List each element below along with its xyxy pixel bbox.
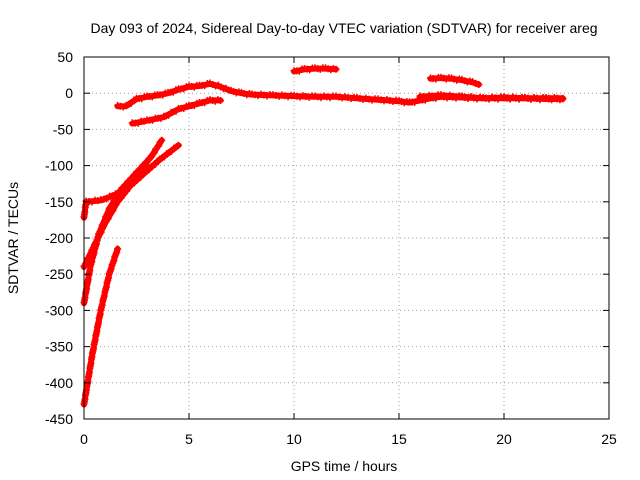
chart-title: Day 093 of 2024, Sidereal Day-to-day VTE… <box>90 20 597 36</box>
data-point <box>217 96 224 104</box>
series-track-8 <box>427 73 483 89</box>
y-axis-label: SDTVAR / TECUs <box>5 182 21 294</box>
y-tick-label: -350 <box>45 339 73 355</box>
series-track-3 <box>80 141 182 270</box>
data-point <box>114 245 122 253</box>
data-point <box>89 244 97 252</box>
data-point <box>87 250 95 258</box>
y-tick-label: -200 <box>45 230 73 246</box>
y-tick-label: -250 <box>45 266 73 282</box>
y-tick-label: -50 <box>53 121 73 137</box>
data-series <box>80 64 567 408</box>
data-point <box>153 143 161 151</box>
y-tick-label: -400 <box>45 375 73 391</box>
data-point <box>472 79 480 87</box>
y-tick-label: -150 <box>45 194 73 210</box>
data-point <box>109 207 117 215</box>
series-track-7 <box>290 64 340 75</box>
y-tick-label: -300 <box>45 302 73 318</box>
data-point <box>149 151 157 159</box>
series-track-6 <box>128 96 224 127</box>
x-tick-label: 0 <box>80 431 88 447</box>
data-point <box>97 228 105 236</box>
grid-lines <box>84 57 609 419</box>
data-point <box>126 180 134 188</box>
data-point <box>156 138 164 146</box>
data-point <box>113 248 121 256</box>
series-track-4 <box>80 162 151 221</box>
data-point <box>133 173 140 181</box>
y-tick-label: 0 <box>65 85 73 101</box>
data-point <box>112 201 120 209</box>
data-point <box>104 215 112 223</box>
x-axis-label: GPS time / hours <box>291 458 398 474</box>
axis-ticks: 0 5 10 15 20 25 50 0 -50 -100 -150 -200 -250 -300 -350… <box>45 49 617 447</box>
data-point <box>117 194 125 202</box>
x-tick-label: 5 <box>185 431 193 447</box>
data-point <box>100 222 108 230</box>
series-track-9 <box>416 91 567 103</box>
series-track-2 <box>80 136 166 307</box>
data-point <box>143 162 151 170</box>
data-point <box>332 65 340 73</box>
data-point <box>475 81 483 89</box>
data-point <box>150 149 158 157</box>
data-point <box>107 265 115 273</box>
x-tick-label: 15 <box>391 431 407 447</box>
data-point <box>93 237 101 245</box>
x-tick-label: 10 <box>286 431 302 447</box>
data-point <box>139 167 147 175</box>
data-point <box>155 142 163 150</box>
plot-frame <box>83 56 610 420</box>
data-point <box>559 94 567 102</box>
data-point <box>158 136 166 144</box>
data-point <box>175 141 182 149</box>
data-point <box>110 257 118 265</box>
y-tick-label: -450 <box>45 411 73 427</box>
y-tick-label: 50 <box>57 49 73 65</box>
series-track-1 <box>80 245 122 408</box>
x-tick-label: 20 <box>496 431 512 447</box>
x-tick-label: 25 <box>601 431 617 447</box>
y-tick-label: -100 <box>45 158 73 174</box>
